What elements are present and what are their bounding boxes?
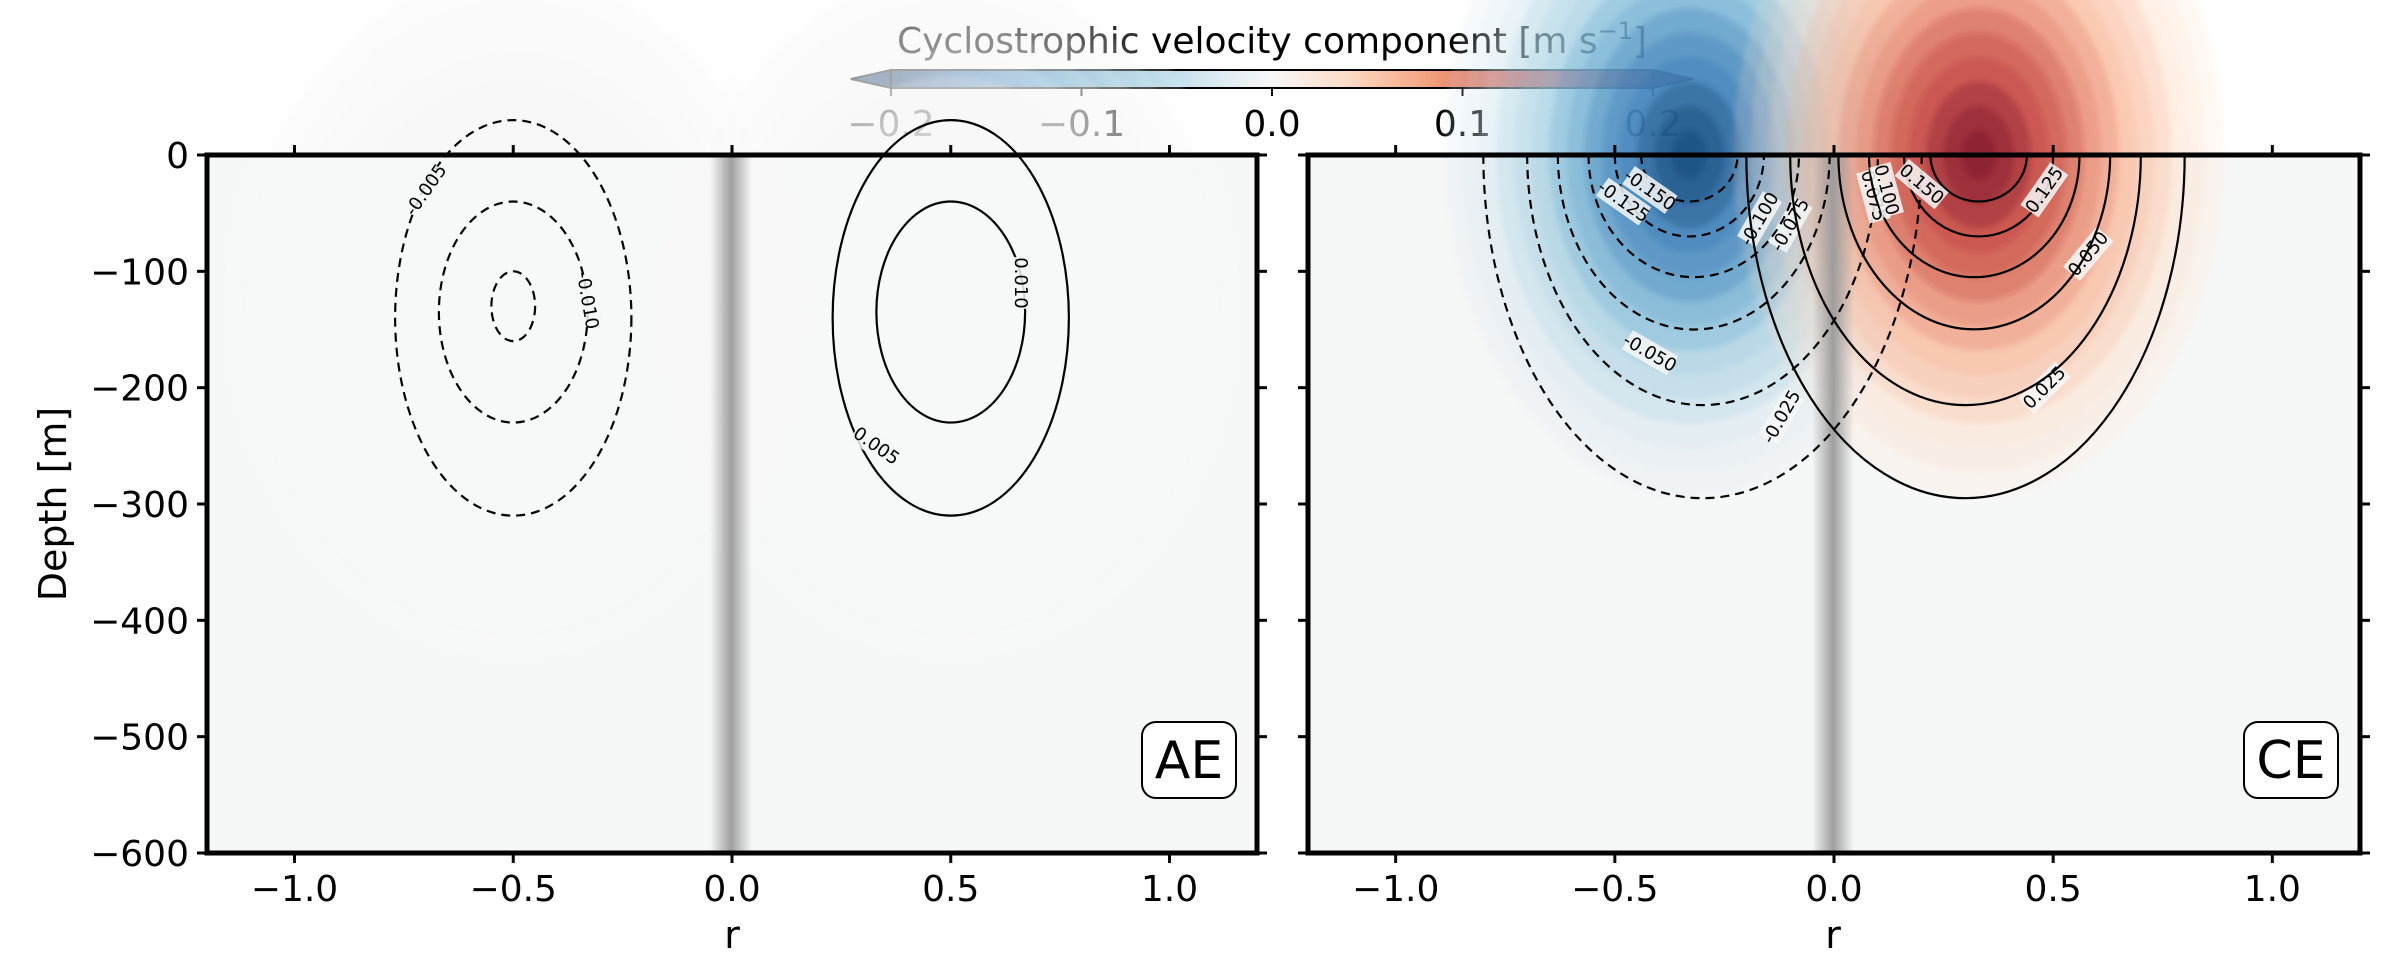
contour-label-bg [848,421,904,470]
y-tick-label: −100 [90,252,189,293]
contour-negative [490,270,537,343]
y-tick-label: 0 [166,136,189,177]
ce-axes: −1.0 −0.5 0.0 0.5 1.0 [1298,145,2370,910]
colorbar-tick-label: 0.0 [1243,104,1300,145]
panel-ce: -0.025-0.050-0.075-0.100-0.125-0.1500.02… [1298,0,2370,957]
contour-negative [1587,154,1801,279]
ce-label-frame [2243,721,2339,799]
ce-panel-label-box: CE [2243,721,2339,799]
ce-center-band [1812,155,1854,853]
contour-label-bg [2020,162,2069,218]
contour-label-bg [1767,196,1813,253]
contour-label-bg [1758,388,1804,445]
y-tick-label: −600 [90,834,189,875]
contour-positive [875,200,1027,424]
ae-panel-label: AE [1155,731,1223,791]
contour-positive [831,119,1070,517]
contour-negative [1556,154,1831,331]
x-tick-label: 0.5 [2025,869,2082,910]
x-tick-label: −0.5 [1571,869,1658,910]
y-axis-label: Depth [m] [31,407,75,602]
contour-label: 0.010 [1010,257,1031,309]
ae-x-axis-label: r [724,913,740,957]
ae-axes: −1.0 −0.5 0.0 0.5 1.0 0 −100 −200 −300 −400 −500 −6… [90,136,1267,910]
x-tick-label: −1.0 [251,869,338,910]
contour-label-bg [1621,330,1678,376]
x-tick-label: 1.0 [2244,869,2301,910]
x-tick-label: 0.5 [922,869,979,910]
contour-positive [1837,154,2112,331]
contour-label-bg [401,162,450,218]
contour-negative [1482,154,1923,500]
contour-positive [1867,154,2081,279]
y-tick-label: −500 [90,718,189,759]
y-tick-label: −200 [90,369,189,410]
contour-label-bg [1009,256,1032,309]
ae-panel-label-box: AE [1141,721,1237,799]
contour-negative [394,119,633,517]
contour-label-bg [572,272,603,328]
contour-label-bg [1595,177,1652,226]
contour-label-bg [2018,361,2071,414]
x-tick-label: 0.0 [1805,869,1862,910]
x-tick-label: 1.0 [1141,869,1198,910]
ce-panel-label: CE [2256,731,2325,791]
contour-label-bg [1894,158,1949,210]
y-tick-label: −300 [90,485,189,526]
field-positive-blob [929,280,972,332]
contour-positive [1929,154,2028,203]
ae-velocity-field [207,0,1257,853]
x-tick-label: −1.0 [1352,869,1439,910]
contour-label-bg [1622,165,1678,214]
contour-label-bg [1736,190,1783,247]
ae-label-frame [1141,721,1237,799]
y-tick-label: −400 [90,601,189,642]
contour-positive [1745,154,2186,500]
x-tick-label: −0.5 [470,869,557,910]
x-tick-label: 0.0 [703,869,760,910]
contour-label-bg [2063,226,2114,281]
ce-x-axis-label: r [1825,913,1841,957]
field-negative-blob [492,280,535,332]
ae-center-band [710,155,752,853]
contour-label-bg [1869,161,1904,218]
